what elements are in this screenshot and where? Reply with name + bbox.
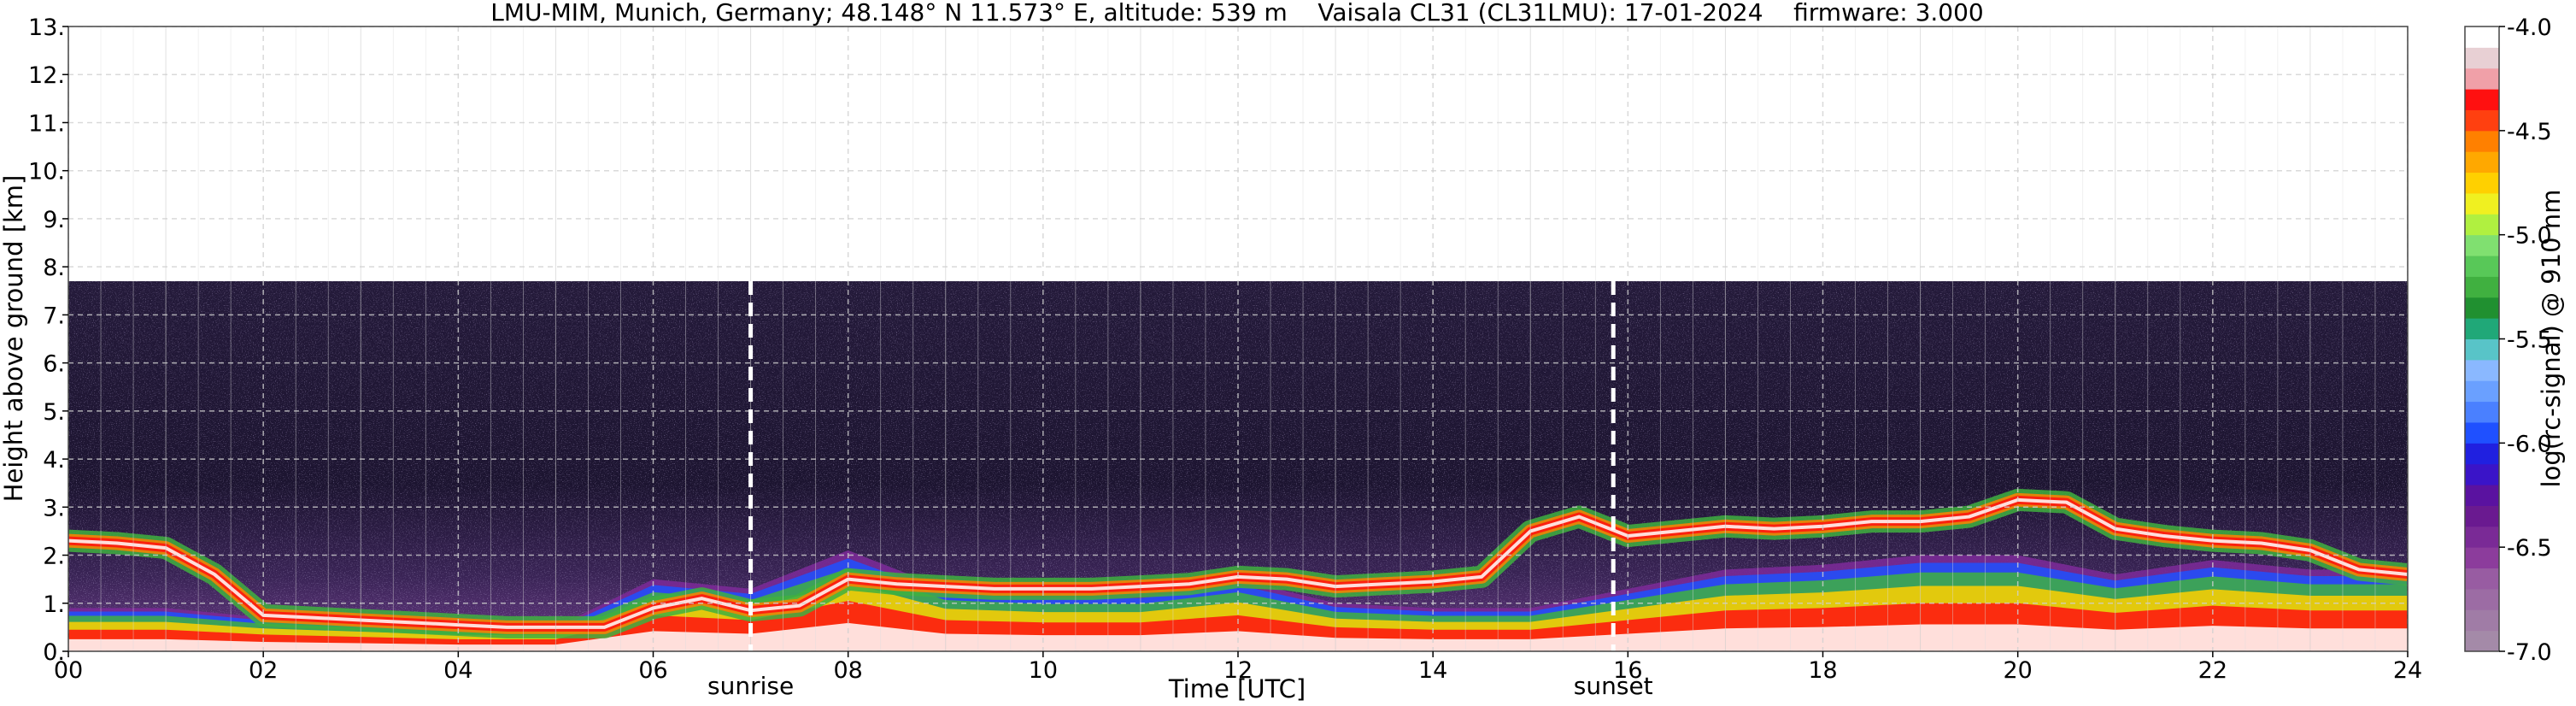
- y-tick-label: 3.: [43, 495, 65, 521]
- y-tick-label: 5.: [43, 399, 65, 426]
- sun-marker-labels: sunrise sunset: [707, 672, 1653, 700]
- colorbar-band: [2465, 172, 2499, 194]
- colorbar-band: [2465, 234, 2499, 256]
- colorbar-band: [2465, 214, 2499, 236]
- x-tick-label: 02: [249, 657, 278, 684]
- colorbar-band: [2465, 380, 2499, 403]
- colorbar-band: [2465, 485, 2499, 506]
- x-tick-label: 24: [2393, 657, 2422, 684]
- colorbar-band: [2465, 568, 2499, 590]
- colorbar-tick-label: -6.5: [2507, 535, 2552, 562]
- colorbar-band: [2465, 192, 2499, 215]
- colorbar-band: [2465, 359, 2499, 381]
- colorbar-tick-label: -5.5: [2507, 327, 2552, 354]
- x-tick-label: 20: [2003, 657, 2032, 684]
- sun-marker-label: sunset: [1574, 672, 1653, 700]
- y-tick-label: 2.: [43, 544, 65, 570]
- x-axis-title: Time [UTC]: [1168, 674, 1306, 703]
- y-tick-label: 11.: [28, 110, 65, 137]
- y-tick-label: 7.: [43, 303, 65, 329]
- colorbar-tick-label: -4.0: [2507, 15, 2552, 41]
- colorbar-band: [2465, 526, 2499, 548]
- colorbar-band: [2465, 443, 2499, 465]
- y-axis-title: Height above ground [km]: [0, 175, 28, 503]
- x-tick-label: 08: [833, 657, 862, 684]
- colorbar-tick-label: -5.0: [2507, 223, 2552, 250]
- colorbar-band: [2465, 26, 2499, 48]
- x-tick-label: 10: [1029, 657, 1058, 684]
- sun-marker-label: sunrise: [707, 672, 794, 700]
- colorbar-band: [2465, 47, 2499, 69]
- y-tick-label: 10.: [28, 159, 65, 185]
- colorbar-band: [2465, 68, 2499, 90]
- y-tick-label: 8.: [43, 255, 65, 281]
- colorbar-band: [2465, 151, 2499, 174]
- colorbar-tick-label: -7.0: [2507, 639, 2552, 666]
- colorbar-band: [2465, 588, 2499, 610]
- plot-area: [68, 26, 2408, 651]
- x-tick-label: 12: [1223, 657, 1253, 684]
- colorbar-band: [2465, 547, 2499, 569]
- colorbar-tick-label: -4.5: [2507, 119, 2552, 145]
- colorbar-band: [2465, 505, 2499, 527]
- x-tick-label: 22: [2198, 657, 2227, 684]
- colorbar-band: [2465, 630, 2499, 652]
- colorbar-band: [2465, 130, 2499, 152]
- grid-lines: [68, 26, 2408, 651]
- x-tick-label: 14: [1418, 657, 1447, 684]
- colorbar-band: [2465, 463, 2499, 485]
- x-tick-label: 00: [54, 657, 83, 684]
- colorbar-label: log(rc-signal) @ 910 nm: [2537, 190, 2566, 488]
- x-tick-label: 18: [1808, 657, 1837, 684]
- colorbar-band: [2465, 276, 2499, 298]
- colorbar-band: [2465, 318, 2499, 339]
- colorbar-tick-label: -6.0: [2507, 431, 2552, 457]
- colorbar-band: [2465, 256, 2499, 277]
- x-tick-label: 06: [638, 657, 667, 684]
- y-tick-label: 9.: [43, 207, 65, 233]
- chart-title: LMU-MIM, Munich, Germany; 48.148° N 11.5…: [490, 0, 1984, 26]
- sun-markers: [748, 281, 1616, 651]
- colorbar-bands: [2465, 26, 2499, 652]
- colorbar-band: [2465, 338, 2499, 361]
- y-tick-label: 6.: [43, 351, 65, 378]
- colorbar-band: [2465, 109, 2499, 132]
- y-tick-label: 13.: [28, 15, 65, 41]
- y-tick-label: 0.: [43, 639, 65, 666]
- y-tick-label: 12.: [28, 62, 65, 89]
- x-tick-label: 04: [443, 657, 472, 684]
- x-axis-ticks: 00 02 04 06 08 10 12 14 16 18 20 22 24: [54, 651, 2422, 684]
- y-tick-label: 4.: [43, 447, 65, 474]
- y-axis-ticks: 0. 1. 2. 3. 4. 5. 6. 7. 8. 9. 10. 11. 12. 13.: [28, 15, 68, 666]
- colorbar-band: [2465, 89, 2499, 110]
- y-tick-label: 1.: [43, 591, 65, 618]
- colorbar-band: [2465, 401, 2499, 423]
- colorbar: -7.0 -6.5 -6.0 -5.5 -5.0 -4.5 -4.0 log(rc-sign…: [2464, 15, 2566, 666]
- colorbar-band: [2465, 421, 2499, 444]
- x-tick-label: 16: [1613, 657, 1642, 684]
- colorbar-band: [2465, 609, 2499, 632]
- colorbar-band: [2465, 297, 2499, 319]
- colorbar-ticks: -7.0 -6.5 -6.0 -5.5 -5.0 -4.5 -4.0: [2499, 15, 2552, 666]
